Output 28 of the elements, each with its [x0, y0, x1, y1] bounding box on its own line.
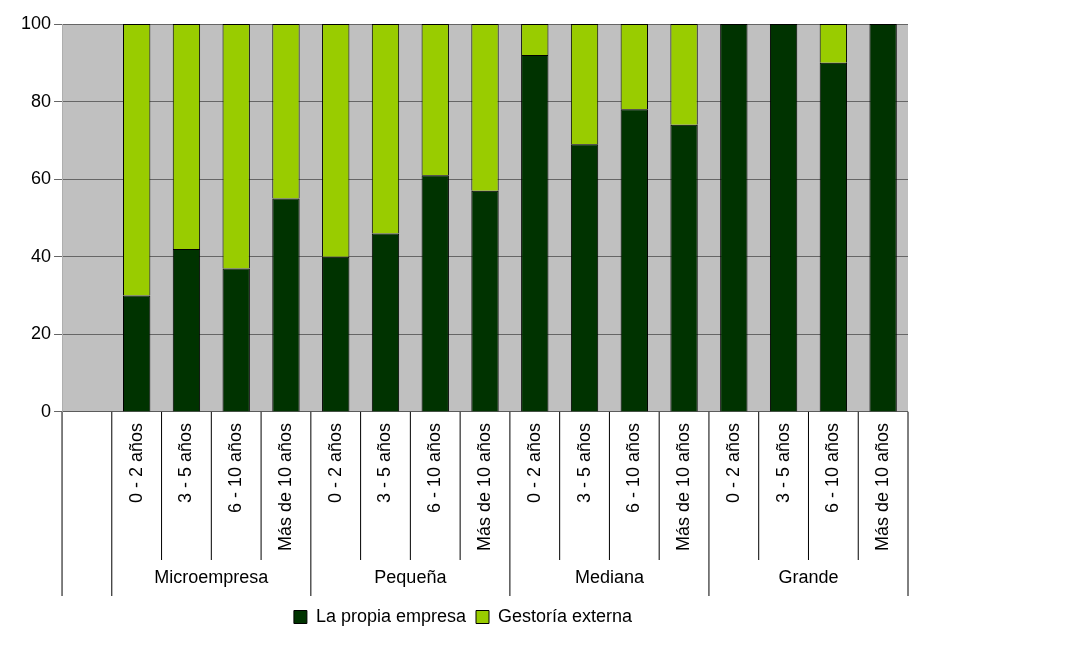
- x-tick-label: 0 - 2 años: [125, 422, 146, 503]
- x-tick-label: Más de 10 años: [872, 422, 893, 552]
- y-tick-label: 40: [31, 245, 52, 266]
- x-tick-label: 3 - 5 años: [573, 422, 594, 503]
- x-tick-label: 3 - 5 años: [374, 422, 395, 503]
- x-tick-label: 0 - 2 años: [523, 422, 544, 503]
- x-tick-label: 6 - 10 años: [623, 422, 644, 513]
- text: Microempresa: [154, 566, 270, 587]
- x-tick-label: 3 - 5 años: [175, 422, 196, 503]
- x-tick-label: Más de 10 años: [274, 422, 295, 552]
- text: Pequeña: [374, 566, 448, 587]
- legend-label: La propia empresa: [315, 605, 467, 626]
- legend-label: Gestoría externa: [498, 605, 634, 626]
- x-tick-label: 6 - 10 años: [225, 422, 246, 513]
- x-tick-label: 6 - 10 años: [822, 422, 843, 513]
- x-tick-label: 6 - 10 años: [424, 422, 445, 513]
- x-tick-label: 3 - 5 años: [772, 422, 793, 503]
- y-tick-label: 0: [41, 400, 52, 421]
- y-tick-label: 60: [31, 168, 52, 189]
- y-tick-label: 80: [31, 90, 52, 111]
- y-tick-label: 100: [20, 12, 52, 33]
- text: Mediana: [574, 566, 645, 587]
- y-tick-label: 20: [31, 323, 52, 344]
- x-tick-label: 0 - 2 años: [722, 422, 743, 503]
- x-tick-label: Más de 10 años: [473, 422, 494, 552]
- text: Grande: [778, 566, 839, 587]
- x-tick-label: 0 - 2 años: [324, 422, 345, 503]
- x-tick-label: Más de 10 años: [673, 422, 694, 552]
